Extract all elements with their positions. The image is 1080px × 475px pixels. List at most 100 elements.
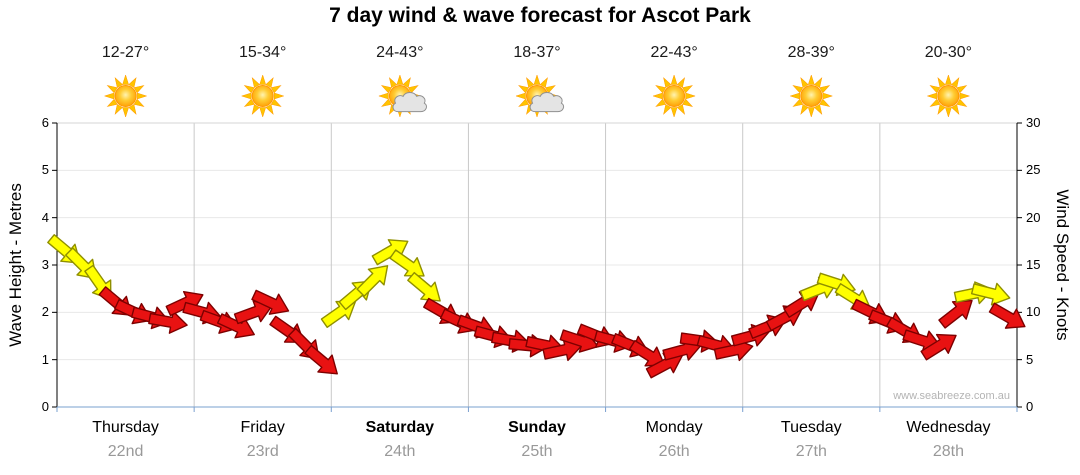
day-date-label: 27th [795,443,827,460]
sun-ray [676,104,686,115]
wind-arrow [371,239,409,266]
day-label: Sunday [508,419,566,436]
wind-arrow [356,265,389,297]
sun-ray [945,107,952,118]
sun-ray [819,85,831,94]
day-temp: 24-43° [376,44,424,61]
sun-ray [682,85,694,94]
wind-arrow [920,333,957,361]
knots-tick-label: 5 [1026,351,1034,367]
sun-ray [800,77,809,88]
sun-ray [929,85,941,94]
day-temp: 20-30° [924,44,973,61]
sun-ray [655,85,667,94]
day-date-label: 26th [658,443,690,460]
sun-ray [951,77,960,88]
sun-ray [270,98,282,107]
wave-tick-label: 4 [41,209,49,225]
day-label: Saturday [365,419,435,436]
sun-ray [136,92,148,100]
sun-ray [133,85,145,94]
sun-ray [800,104,809,115]
sun-ray [243,98,255,107]
sun-ray [259,74,267,85]
wind-arrow [988,302,1026,329]
sun-cloud-icon [515,74,565,118]
sun-ray [792,98,804,107]
sun-icon [240,74,285,118]
day-date-label: 25th [521,443,553,460]
sun-ray [685,92,696,100]
sun-ray [251,104,260,115]
sun-ray [273,92,285,100]
sun-ray [929,98,941,107]
sun-ray [106,85,118,94]
cloud [392,92,427,113]
sun-ray [518,98,529,107]
sun-icon [789,74,834,118]
day-date-label: 28th [932,443,964,460]
day-date-label: 24th [384,443,416,460]
sun-ray [114,77,123,88]
sun-ray [103,92,115,100]
wind-arrow [148,310,188,334]
knots-tick-label: 30 [1026,115,1041,130]
wave-tick-label: 0 [41,399,49,414]
sun-ray [407,85,419,94]
sun-core [114,85,137,107]
sun-ray [243,85,255,94]
day-date-label: 23rd [246,443,279,460]
sun-ray [402,77,411,88]
wind-arrow [251,289,290,315]
watermark: www.seabreeze.com.au [893,390,1010,402]
sun-ray [814,77,823,88]
sun-core [251,85,274,107]
sun-ray [270,85,282,94]
knots-tick-label: 0 [1026,399,1034,414]
wave-tick-label: 3 [41,257,49,272]
sun-ray [545,85,556,94]
sun-ray [937,77,946,88]
sun-ray [518,85,529,94]
knots-tick-label: 15 [1026,257,1041,272]
wind-arrow [304,344,338,375]
sun-ray [265,77,274,88]
sun-ray [655,98,667,107]
sun-ray [526,77,535,88]
wind-arrow [970,282,1011,306]
sun-ray [682,98,694,107]
day-label: Friday [240,419,285,436]
cloud [529,92,565,113]
sun-ray [789,92,801,100]
sun-ray [807,107,815,118]
sun-ray [926,92,938,100]
sun-ray [133,98,145,107]
sun-ray [380,98,392,107]
sun-ray [670,107,678,118]
sun-ray [128,77,137,88]
sun-icon [103,74,148,118]
sun-icon [652,74,696,118]
sun-ray [396,74,404,85]
sun-ray [128,104,137,115]
sun-ray [945,74,952,85]
sun-ray [814,104,823,115]
sun-ray [114,104,123,115]
sun-ray [959,92,971,100]
day-date-label: 22nd [107,443,144,460]
sun-ray [515,92,526,100]
sun-ray [951,104,960,115]
wave-tick-label: 2 [41,304,49,320]
sun-ray [265,104,274,115]
sun-ray [937,104,946,115]
sun-ray [663,77,672,88]
knots-tick-label: 20 [1026,209,1041,225]
sun-icon [926,74,971,118]
sun-ray [251,77,260,88]
sun-ray [807,74,815,85]
day-label: Monday [645,419,703,436]
sun-cloud-icon [378,74,427,118]
wind-arrow [938,299,973,329]
